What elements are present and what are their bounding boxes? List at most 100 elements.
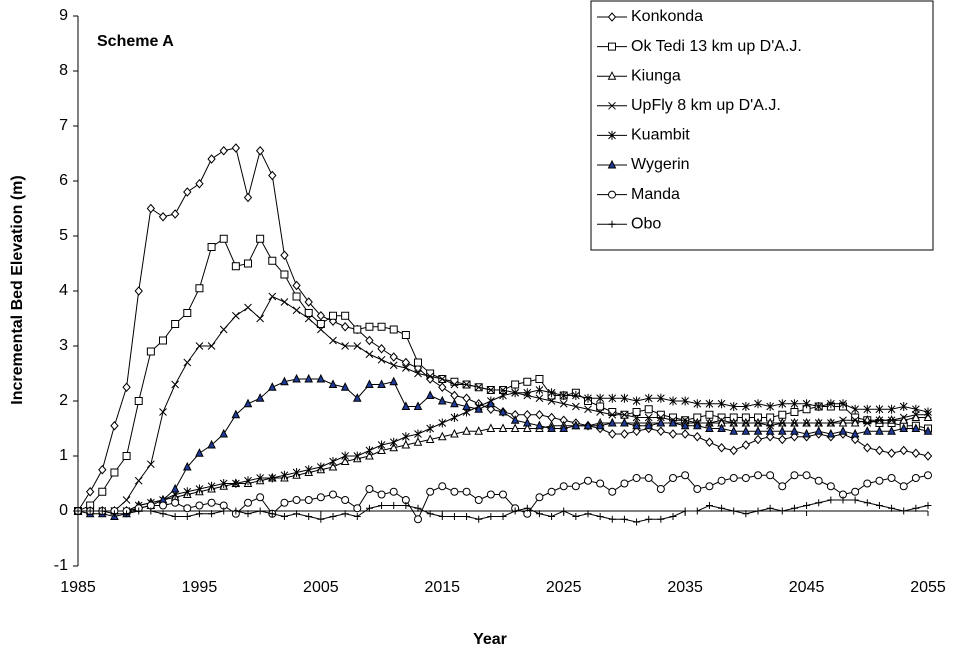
y-axis-title: Incremental Bed Elevation (m) (9, 175, 26, 404)
marker (705, 437, 714, 448)
marker (365, 335, 374, 346)
marker (778, 507, 786, 515)
marker (231, 143, 241, 153)
marker (244, 259, 252, 268)
marker (924, 407, 932, 417)
marker (414, 504, 422, 512)
marker (754, 471, 762, 480)
marker (499, 391, 507, 400)
marker (474, 496, 483, 504)
marker (912, 504, 920, 512)
marker (608, 393, 617, 403)
marker (377, 490, 386, 499)
marker (268, 473, 277, 483)
marker (389, 352, 398, 362)
y-tick-label: 5 (59, 227, 68, 244)
marker (729, 474, 738, 482)
marker (863, 499, 871, 507)
marker (535, 493, 544, 502)
marker (329, 457, 337, 466)
marker (426, 487, 435, 496)
marker (814, 426, 824, 435)
marker (244, 498, 252, 507)
marker (826, 428, 836, 438)
marker (280, 270, 289, 279)
marker (414, 369, 422, 378)
marker (341, 496, 350, 504)
marker (535, 510, 543, 518)
x-tick-label: 2045 (789, 579, 825, 596)
y-tick-label: 0 (59, 502, 68, 519)
marker (547, 423, 556, 432)
marker (559, 391, 568, 400)
marker (280, 376, 289, 386)
marker (207, 243, 216, 251)
marker (413, 437, 423, 446)
marker (596, 402, 605, 411)
marker (827, 419, 835, 427)
marker (596, 513, 604, 520)
marker (280, 250, 289, 261)
marker (681, 416, 689, 425)
marker (450, 413, 459, 422)
marker (147, 460, 155, 469)
marker (341, 311, 350, 320)
marker (256, 493, 265, 502)
marker (316, 373, 326, 383)
marker (304, 309, 313, 317)
marker (462, 487, 471, 496)
marker (705, 423, 714, 432)
marker (729, 402, 738, 411)
marker (571, 420, 581, 430)
marker (742, 510, 750, 518)
marker (268, 510, 276, 518)
marker (644, 420, 654, 430)
marker (742, 402, 750, 411)
marker (875, 445, 884, 456)
marker (304, 465, 313, 475)
marker (208, 510, 216, 518)
marker (219, 479, 228, 488)
legend-box (590, 0, 934, 251)
marker (159, 501, 167, 510)
marker (292, 373, 301, 383)
marker (899, 402, 908, 411)
marker (511, 388, 519, 398)
marker (353, 504, 362, 513)
marker (499, 386, 507, 394)
marker (656, 417, 666, 427)
marker (159, 408, 167, 416)
marker (438, 382, 447, 393)
x-tick-label: 2005 (303, 579, 339, 596)
marker (839, 416, 847, 425)
marker (244, 303, 252, 312)
marker (680, 420, 690, 430)
marker (340, 321, 350, 332)
marker (401, 331, 410, 339)
marker (401, 439, 411, 449)
marker (110, 420, 119, 431)
marker (523, 409, 532, 420)
marker (790, 471, 799, 480)
x-axis-title: Year (473, 631, 507, 648)
marker (620, 393, 629, 403)
marker (425, 434, 435, 443)
marker (778, 434, 787, 445)
marker (620, 417, 629, 427)
legend-marker (608, 220, 616, 228)
marker (438, 375, 447, 383)
marker (887, 404, 896, 414)
x-tick-label: 2015 (424, 579, 460, 596)
marker (450, 380, 459, 389)
marker (304, 496, 313, 504)
marker (304, 373, 314, 383)
marker (766, 471, 775, 480)
marker (85, 486, 95, 497)
marker (717, 442, 726, 453)
marker (305, 513, 313, 520)
marker (122, 382, 131, 393)
marker (135, 507, 143, 515)
y-tick-label: 7 (59, 117, 68, 134)
marker (547, 487, 556, 496)
marker (450, 428, 459, 438)
